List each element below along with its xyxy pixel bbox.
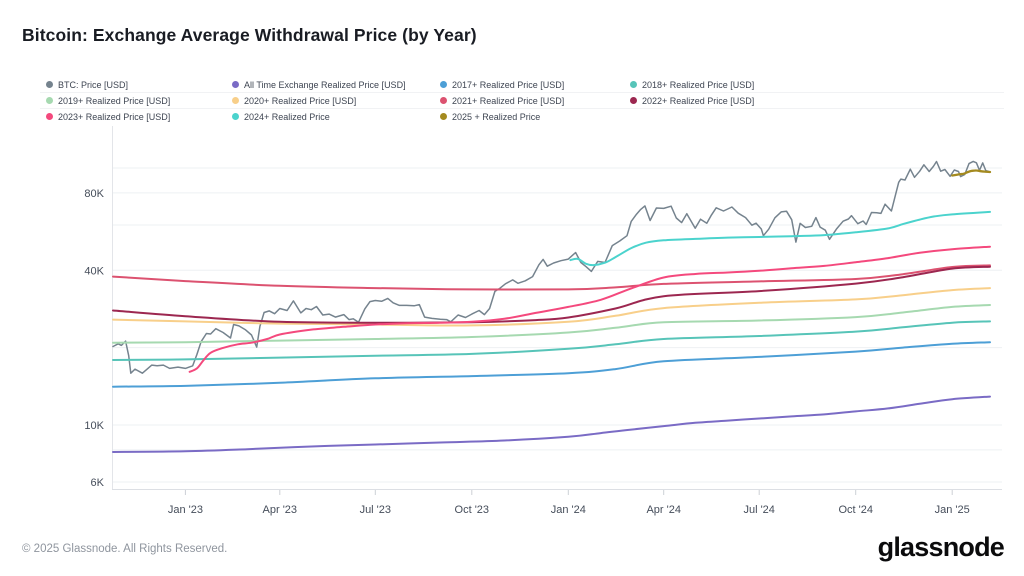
series-line-2018-realized-price-usd — [112, 320, 991, 361]
series-line-2022-realized-price-usd — [112, 265, 991, 324]
legend-dot-icon — [232, 81, 239, 88]
x-tick-label: Oct '24 — [838, 504, 873, 516]
legend-dot-icon — [232, 97, 239, 104]
y-tick-label: 6K — [91, 477, 105, 489]
legend-item-label: 2018+ Realized Price [USD] — [642, 79, 755, 90]
legend-item-label: 2022+ Realized Price [USD] — [642, 95, 755, 106]
series-line-all-time-exchange-realized-price-usd — [112, 395, 991, 453]
legend-item-2018-realized-price-usd[interactable]: 2018+ Realized Price [USD] — [630, 80, 1004, 90]
legend-item-label: BTC: Price [USD] — [58, 79, 129, 90]
x-tick-label: Jul '23 — [360, 504, 391, 516]
legend-item-2022-realized-price-usd[interactable]: 2022+ Realized Price [USD] — [630, 96, 1004, 106]
legend-dot-icon — [46, 97, 53, 104]
legend-dot-icon — [46, 81, 53, 88]
legend-dot-icon — [630, 81, 637, 88]
x-tick-label: Jan '25 — [935, 504, 970, 516]
series-line-2017-realized-price-usd — [112, 341, 991, 388]
legend-dot-icon — [440, 113, 447, 120]
legend-row: BTC: Price [USD] All Time Exchange Realiz… — [40, 77, 1004, 93]
copyright-text: © 2025 Glassnode. All Rights Reserved. — [22, 543, 228, 555]
x-tick-label: Apr '23 — [263, 504, 298, 516]
x-tick-label: Jan '24 — [551, 504, 586, 516]
legend-dot-icon — [440, 81, 447, 88]
glassnode-logo: glassnode — [877, 532, 1005, 562]
legend-item-label: 2019+ Realized Price [USD] — [58, 95, 171, 106]
legend-item-label: 2021+ Realized Price [USD] — [452, 95, 565, 106]
x-tick-label: Jul '24 — [743, 504, 774, 516]
y-tick-label: 40K — [84, 265, 104, 277]
series-line-2025-realized-price — [951, 169, 992, 177]
legend-item-2021-realized-price-usd[interactable]: 2021+ Realized Price [USD] — [440, 96, 630, 106]
legend-item-label: 2024+ Realized Price — [244, 111, 330, 122]
legend-row: 2019+ Realized Price [USD] 2020+ Realized… — [40, 93, 1004, 109]
y-tick-label: 10K — [84, 420, 104, 432]
series-line-2023-realized-price-usd — [188, 245, 991, 373]
legend-dot-icon — [46, 113, 53, 120]
legend-item-2019-realized-price-usd[interactable]: 2019+ Realized Price [USD] — [46, 96, 232, 106]
x-tick-label: Jan '23 — [168, 504, 203, 516]
series-line-btc-price-usd — [112, 160, 991, 374]
legend-dot-icon — [440, 97, 447, 104]
legend-item-2020-realized-price-usd[interactable]: 2020+ Realized Price [USD] — [232, 96, 440, 106]
series-line-2021-realized-price-usd — [112, 264, 991, 291]
legend-row: 2023+ Realized Price [USD] 2024+ Realized… — [40, 109, 1004, 124]
legend-item-label: 2025 + Realized Price — [452, 111, 541, 122]
legend-dot-icon — [232, 113, 239, 120]
legend-item-all-time-exchange-realized-price-usd[interactable]: All Time Exchange Realized Price [USD] — [232, 80, 440, 90]
series-line-2020-realized-price-usd — [112, 287, 991, 327]
legend-item-2017-realized-price-usd[interactable]: 2017+ Realized Price [USD] — [440, 80, 630, 90]
chart-legend: BTC: Price [USD] All Time Exchange Realiz… — [40, 77, 1004, 124]
legend-item-label: 2020+ Realized Price [USD] — [244, 95, 357, 106]
x-tick-label: Apr '24 — [646, 504, 681, 516]
legend-item-2025-realized-price[interactable]: 2025 + Realized Price — [440, 112, 630, 122]
y-tick-label: 80K — [84, 188, 104, 200]
page-title: Bitcoin: Exchange Average Withdrawal Pri… — [22, 25, 477, 45]
legend-item-2024-realized-price[interactable]: 2024+ Realized Price — [232, 112, 440, 122]
legend-item-label: All Time Exchange Realized Price [USD] — [244, 79, 406, 90]
series-line-2019-realized-price-usd — [112, 304, 991, 344]
legend-item-label: 2017+ Realized Price [USD] — [452, 79, 565, 90]
legend-dot-icon — [630, 97, 637, 104]
series-line-2024-realized-price — [569, 210, 991, 267]
x-tick-label: Oct '23 — [455, 504, 490, 516]
legend-item-btc-price-usd[interactable]: BTC: Price [USD] — [46, 80, 232, 90]
legend-item-2023-realized-price-usd[interactable]: 2023+ Realized Price [USD] — [46, 112, 232, 122]
legend-item-label: 2023+ Realized Price [USD] — [58, 111, 171, 122]
